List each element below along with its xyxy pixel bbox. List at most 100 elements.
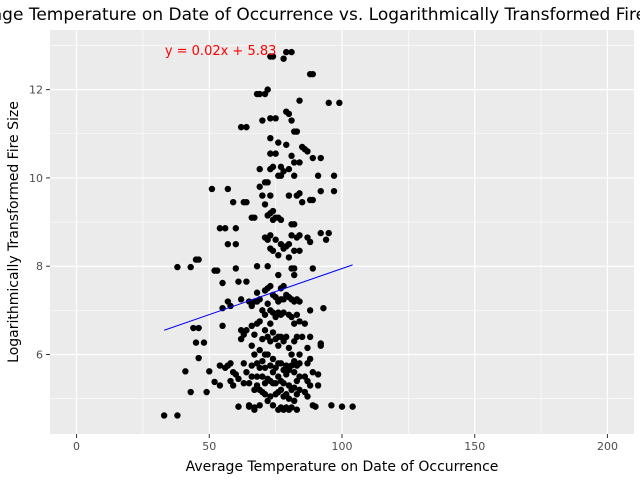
data-point [285, 240, 293, 248]
data-point [261, 327, 269, 334]
x-tick-label: 0 [73, 440, 80, 453]
data-point [267, 338, 274, 345]
data-point [214, 267, 221, 274]
x-axis-title: Average Temperature on Date of Occurrenc… [186, 459, 499, 475]
data-point [243, 198, 250, 206]
data-point [296, 386, 303, 394]
data-point [285, 110, 293, 118]
data-point [222, 225, 229, 232]
data-point [288, 152, 295, 160]
data-point [216, 382, 224, 389]
data-point [187, 263, 194, 271]
data-point [182, 368, 189, 375]
data-point [336, 99, 343, 107]
data-point [206, 368, 213, 375]
data-point [304, 344, 311, 352]
data-point [293, 333, 301, 341]
data-point [267, 232, 274, 239]
data-point [243, 278, 250, 285]
data-point [187, 388, 194, 396]
data-point [280, 309, 287, 316]
data-point [306, 333, 314, 341]
data-point [291, 271, 298, 279]
y-axis-title: Logarithmically Transformed Fire Size [6, 101, 22, 363]
data-point [229, 198, 237, 206]
data-point [267, 192, 274, 199]
data-point [317, 342, 324, 349]
data-point [291, 159, 298, 166]
data-point [304, 393, 311, 400]
data-point [251, 351, 258, 358]
x-tick-label: 50 [202, 440, 216, 453]
data-point [256, 90, 263, 98]
y-axis-ticks: 6 8 10 12 [29, 84, 50, 362]
data-point [317, 229, 324, 237]
data-point [306, 238, 314, 246]
data-point [269, 53, 277, 60]
data-point [309, 196, 316, 204]
regression-line-group [163, 264, 353, 331]
data-point [272, 236, 279, 243]
data-point [306, 307, 314, 314]
data-point [272, 115, 279, 122]
data-point [264, 351, 271, 358]
data-point [251, 214, 258, 221]
data-point [291, 247, 298, 254]
data-point [285, 192, 293, 199]
data-point [325, 99, 332, 107]
data-point [288, 48, 295, 56]
data-point [259, 117, 266, 124]
data-point [174, 263, 181, 271]
x-tick-label: 200 [597, 440, 618, 453]
data-point [296, 159, 303, 166]
data-point [259, 335, 266, 343]
data-point [245, 403, 253, 410]
data-point [264, 300, 271, 307]
data-point [277, 386, 285, 394]
data-point [261, 201, 269, 208]
data-point [253, 263, 261, 270]
data-point [229, 382, 237, 389]
data-point [288, 351, 295, 358]
data-point [272, 150, 279, 157]
data-point [264, 86, 271, 93]
x-tick-label: 150 [464, 440, 485, 453]
data-point [259, 373, 266, 380]
data-point [291, 172, 298, 179]
data-point [269, 329, 277, 336]
data-point [219, 322, 226, 330]
data-point [291, 221, 298, 228]
data-points [160, 48, 356, 419]
data-point [296, 298, 303, 305]
data-point [259, 192, 266, 199]
data-point [227, 360, 234, 367]
data-point [245, 380, 253, 387]
data-point [269, 163, 277, 171]
data-point [195, 354, 202, 362]
data-point [288, 232, 295, 239]
data-point [314, 172, 322, 179]
data-point [291, 265, 298, 272]
data-point [296, 97, 303, 104]
data-point [275, 271, 282, 279]
data-point [298, 333, 306, 341]
data-point [192, 339, 200, 346]
data-point [243, 327, 250, 334]
data-point [261, 364, 269, 371]
data-point [243, 368, 250, 376]
data-point [267, 393, 274, 400]
data-point [256, 364, 263, 371]
data-point [211, 378, 218, 386]
data-point [267, 115, 274, 122]
data-point [224, 185, 232, 193]
data-point [338, 403, 346, 410]
data-point [264, 263, 271, 270]
y-tick-label: 10 [29, 172, 43, 185]
data-point [203, 388, 210, 396]
data-point [306, 355, 314, 363]
regression-equation: y = 0.02x + 5.83 [165, 44, 277, 59]
data-point [280, 55, 287, 62]
data-point [256, 402, 263, 409]
data-point [232, 240, 240, 248]
